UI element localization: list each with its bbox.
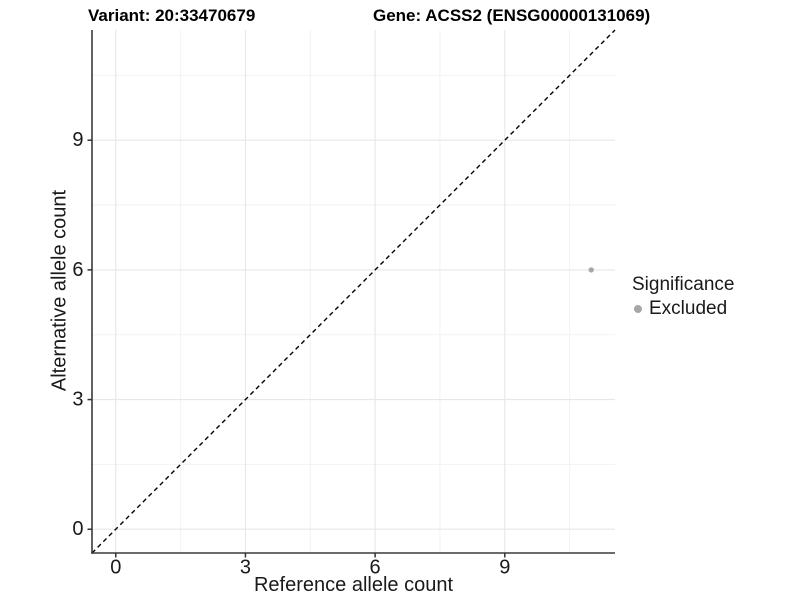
legend-entry-label: Excluded	[649, 298, 728, 319]
y-tick-label: 6	[72, 259, 83, 281]
x-tick-label: 9	[499, 557, 510, 579]
x-tick-label: 3	[240, 557, 251, 579]
legend: Significance Excluded	[632, 274, 734, 320]
legend-entry-excluded: Excluded	[632, 298, 734, 320]
x-tick-label: 6	[370, 557, 381, 579]
y-tick-label: 0	[72, 518, 83, 540]
plot-title-variant: Variant: 20:33470679	[88, 6, 256, 25]
x-axis-title: Reference allele count	[253, 574, 453, 596]
excluded-point-icon	[634, 305, 642, 313]
y-tick-label: 9	[72, 129, 83, 151]
identity-dashed-line	[91, 29, 616, 554]
legend-title: Significance	[632, 274, 735, 295]
plot-title-gene: Gene: ACSS2 (ENSG00000131069)	[373, 6, 651, 25]
x-tick-label: 0	[110, 557, 121, 579]
y-axis-title: Alternative allele count	[48, 189, 71, 392]
y-tick-label: 3	[72, 389, 83, 411]
data-point	[588, 267, 594, 273]
